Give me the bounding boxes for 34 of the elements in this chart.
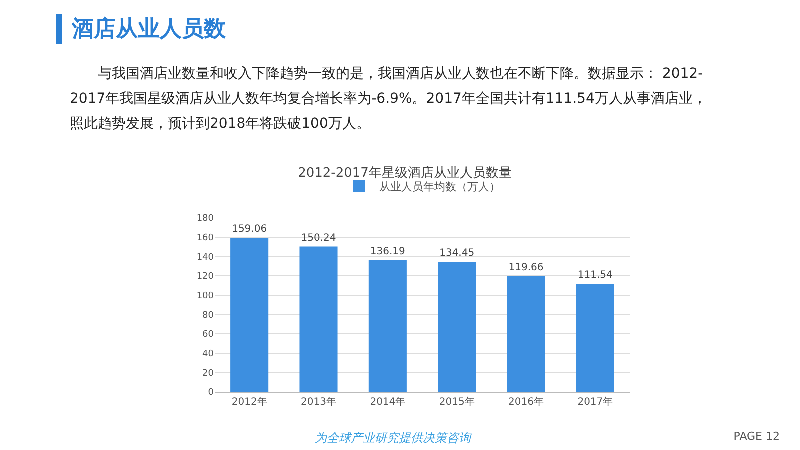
y-tick-label: 160 (196, 233, 214, 244)
x-tick-label: 2014年 (370, 396, 406, 408)
text: 111.54 (578, 270, 613, 282)
text: 与我国酒店业数量和收入下降趋势一致的是，我国酒店从业人数也在不断下降。数据显示： 2012-2017年我国星级酒店从业人数年均复合增长率为-6.9%。2017年全国共计有111.54万人从事酒店业，照此趋势发展，预计到2018年将跌破100万人。 (70, 65, 708, 134)
bar (368, 260, 407, 392)
y-tick-label: 140 (196, 252, 214, 263)
text: PAGE 12 (734, 430, 780, 443)
x-tick-label: 2017年 (578, 396, 614, 408)
text: 150.24 (301, 232, 336, 244)
y-tick-label: 120 (196, 272, 214, 282)
y-tick-label: 180 (196, 214, 214, 224)
text: 119.66 (508, 262, 544, 274)
text: 134.45 (440, 248, 475, 260)
bar (230, 238, 269, 392)
text: 159.06 (232, 224, 268, 236)
bar (507, 276, 546, 392)
bar (300, 246, 338, 392)
x-tick-label: 2013年 (301, 396, 336, 408)
x-tick-label: 2012年 (232, 396, 268, 408)
bar (438, 262, 476, 392)
x-tick-label: 2015年 (439, 396, 475, 408)
text: 为全球产业研究提供决策咨询 (315, 430, 471, 447)
y-tick-label: 60 (202, 330, 214, 340)
legend-label: 从业人员年均数（万人） (380, 180, 500, 194)
text: 136.19 (370, 246, 406, 258)
chart-title: 2012-2017年星级酒店从业人员数量 (298, 164, 512, 181)
bar (576, 284, 614, 392)
y-tick-label: 20 (202, 368, 214, 379)
y-tick-label: 80 (202, 310, 214, 321)
y-tick-label: 0 (208, 388, 214, 398)
y-tick-label: 100 (196, 291, 214, 302)
y-tick-label: 40 (202, 349, 214, 360)
x-tick-label: 2016年 (508, 396, 544, 408)
text: 酒店从业人员数 (72, 16, 226, 44)
